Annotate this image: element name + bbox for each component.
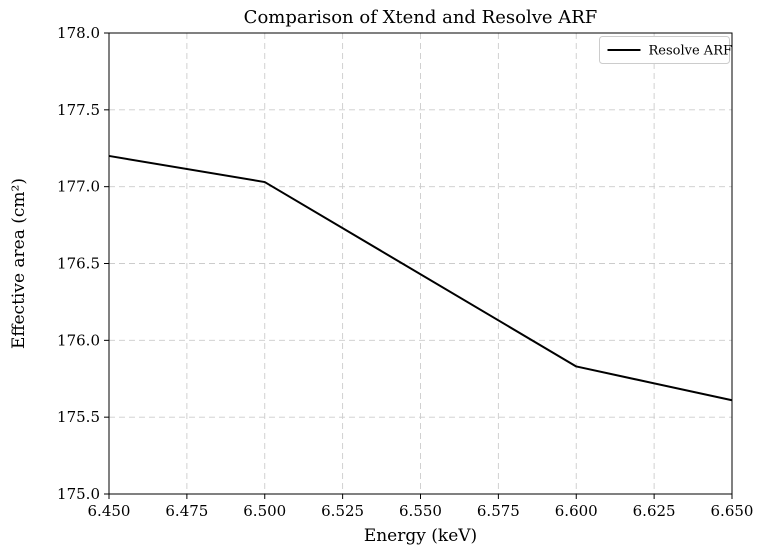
x-tick-label: 6.525 bbox=[321, 502, 364, 520]
x-tick-label: 6.475 bbox=[165, 502, 208, 520]
x-tick-label: 6.650 bbox=[711, 502, 754, 520]
x-axis-label: Energy (keV) bbox=[364, 526, 477, 546]
x-tick-label: 6.625 bbox=[633, 502, 676, 520]
y-tick-label: 175.0 bbox=[57, 485, 100, 503]
y-tick-label: 177.5 bbox=[57, 101, 100, 119]
x-tick-label: 6.550 bbox=[399, 502, 442, 520]
series-layer bbox=[108, 154, 733, 402]
legend-entry-label: Resolve ARF bbox=[649, 44, 733, 59]
y-tick-label: 175.5 bbox=[57, 408, 100, 426]
y-tick-label: 176.0 bbox=[57, 331, 100, 349]
legend-box bbox=[599, 36, 730, 64]
x-tick-label: 6.600 bbox=[555, 502, 598, 520]
x-tick-label: 6.450 bbox=[88, 502, 131, 520]
legend: Resolve ARF bbox=[599, 36, 733, 64]
y-tick-label: 177.0 bbox=[57, 178, 100, 196]
chart-title: Comparison of Xtend and Resolve ARF bbox=[244, 7, 598, 28]
series-line-resolve-arf bbox=[108, 154, 733, 402]
y-tick-label: 178.0 bbox=[57, 24, 100, 42]
x-tick-label: 6.500 bbox=[243, 502, 286, 520]
y-axis-label: Effective area (cm²) bbox=[9, 178, 29, 349]
tick-labels: 6.450 6.475 6.500 6.525 6.550 6.575 6.600 6.625… bbox=[57, 24, 753, 520]
y-tick-label: 176.5 bbox=[57, 255, 100, 273]
grid-lines bbox=[108, 32, 733, 495]
x-tick-label: 6.575 bbox=[477, 502, 520, 520]
axis-ticks bbox=[104, 32, 733, 499]
